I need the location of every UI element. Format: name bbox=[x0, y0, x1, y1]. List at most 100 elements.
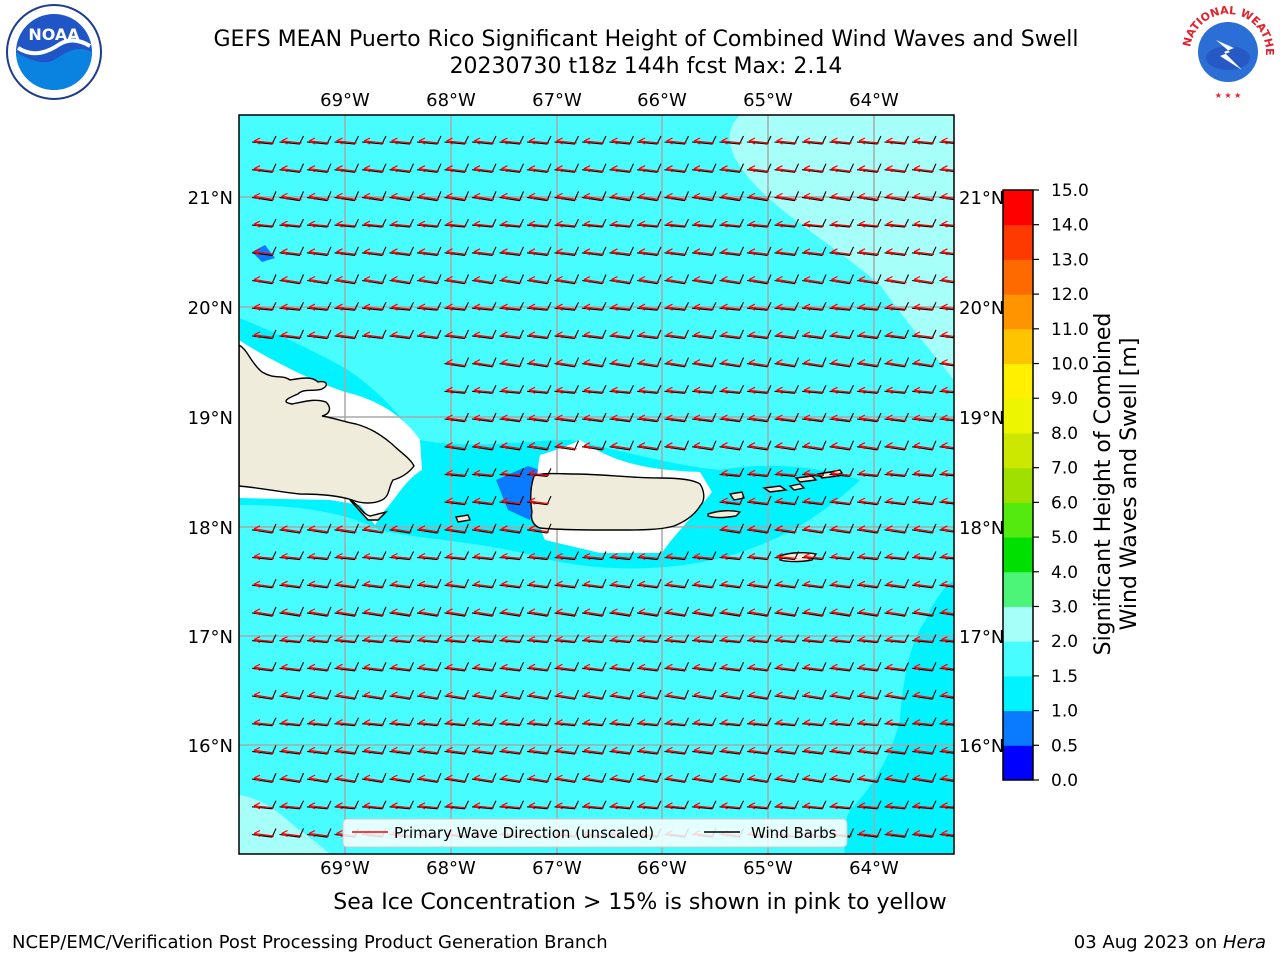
dr-southwest-peninsula bbox=[349, 499, 389, 521]
wave-direction-arrow bbox=[693, 663, 715, 671]
wave-direction-arrow bbox=[803, 580, 825, 588]
wave-direction-arrow bbox=[858, 414, 880, 422]
wave-direction-arrow bbox=[583, 137, 605, 145]
wave-direction-arrow bbox=[611, 691, 632, 699]
footer-date-text: 03 Aug 2023 on bbox=[1073, 932, 1223, 953]
wave-direction-arrow bbox=[281, 192, 302, 201]
wave-direction-arrow bbox=[831, 636, 852, 644]
wave-direction-arrow bbox=[638, 746, 660, 754]
wave-direction-arrow bbox=[336, 774, 357, 782]
wave-direction-arrow bbox=[886, 137, 907, 145]
wave-direction-arrow bbox=[776, 802, 797, 810]
wave-direction-arrow bbox=[336, 802, 357, 810]
wave-direction-arrow bbox=[391, 552, 412, 561]
wave-direction-arrow bbox=[418, 220, 440, 228]
wave-direction-arrow bbox=[666, 746, 687, 754]
wave-direction-arrow bbox=[556, 220, 577, 228]
wave-direction-arrow bbox=[831, 386, 852, 394]
wave-direction-arrow bbox=[721, 774, 742, 782]
wave-direction-arrow bbox=[831, 525, 852, 533]
wave-direction-arrow bbox=[336, 275, 357, 284]
wave-direction-arrow bbox=[693, 414, 715, 422]
wave-direction-arrow bbox=[363, 248, 385, 256]
colorbar-tick-label: 14.0 bbox=[1051, 216, 1089, 236]
wave-direction-arrow bbox=[501, 746, 522, 754]
wave-direction-arrow bbox=[638, 414, 660, 422]
wave-direction-arrow bbox=[583, 608, 605, 616]
wave-direction-arrow bbox=[748, 359, 770, 367]
wave-direction-arrow bbox=[391, 192, 412, 201]
colorbar-tick-label: 4.0 bbox=[1051, 563, 1078, 583]
wave-direction-arrow bbox=[776, 442, 797, 450]
wave-direction-arrow bbox=[391, 719, 412, 727]
wave-direction-arrow bbox=[666, 303, 687, 311]
wave-direction-arrow bbox=[858, 636, 880, 644]
colorbar-tick-label: 9.0 bbox=[1051, 389, 1078, 409]
wave-direction-arrow bbox=[941, 774, 954, 782]
colorbar-segment bbox=[1003, 745, 1033, 781]
wave-direction-arrow bbox=[391, 137, 412, 145]
wave-direction-arrow bbox=[583, 636, 605, 644]
wave-direction-arrow bbox=[473, 719, 495, 727]
wave-direction-arrow bbox=[858, 719, 880, 727]
wave-direction-arrow bbox=[611, 165, 632, 173]
wave-direction-arrow bbox=[941, 497, 954, 505]
wave-direction-arrow bbox=[942, 858, 962, 864]
wave-direction-arrow bbox=[611, 719, 632, 727]
wave-direction-arrow bbox=[941, 331, 954, 339]
wave-direction-arrow bbox=[446, 719, 467, 727]
colorbar-tick-label: 0.5 bbox=[1051, 736, 1078, 756]
wave-direction-arrow bbox=[803, 525, 825, 533]
wave-direction-arrow bbox=[803, 691, 825, 699]
wave-direction-arrow bbox=[858, 552, 880, 561]
wave-direction-arrow bbox=[831, 469, 852, 477]
wave-direction-arrow bbox=[831, 414, 852, 422]
wave-direction-arrow bbox=[886, 220, 907, 228]
wave-direction-arrow bbox=[914, 858, 934, 864]
wave-direction-arrow bbox=[392, 858, 412, 864]
wave-direction-arrow bbox=[913, 331, 935, 339]
wave-direction-arrow bbox=[611, 220, 632, 228]
wave-direction-arrow bbox=[363, 303, 385, 311]
colorbar-tick-label: 10.0 bbox=[1051, 355, 1089, 375]
wave-direction-arrow bbox=[913, 608, 935, 616]
wave-direction-arrow bbox=[803, 414, 825, 422]
wave-direction-arrow bbox=[583, 802, 605, 810]
wave-direction-arrow bbox=[446, 746, 467, 754]
wave-direction-arrow bbox=[446, 303, 467, 311]
wave-direction-arrow bbox=[776, 691, 797, 699]
wave-direction-arrow bbox=[446, 275, 467, 284]
wave-direction-arrow bbox=[473, 774, 495, 782]
wave-direction-arrow bbox=[831, 359, 852, 367]
wave-direction-arrow bbox=[281, 303, 302, 311]
wind-barb bbox=[500, 856, 524, 865]
wave-direction-arrow bbox=[693, 442, 715, 450]
wave-direction-arrow bbox=[831, 802, 852, 810]
lat-label: 19°N bbox=[188, 408, 233, 429]
wave-direction-arrow bbox=[858, 137, 880, 145]
wave-direction-arrow bbox=[308, 636, 330, 644]
wave-direction-arrow bbox=[721, 414, 742, 422]
colorbar-segment bbox=[1003, 224, 1033, 260]
wave-direction-arrow bbox=[913, 303, 935, 311]
wave-direction-arrow bbox=[831, 442, 852, 450]
wave-direction-arrow bbox=[473, 359, 495, 367]
wave-direction-arrow bbox=[446, 691, 467, 699]
colorbar-tick-label: 8.0 bbox=[1051, 424, 1078, 444]
wave-direction-arrow bbox=[858, 691, 880, 699]
wave-direction-arrow bbox=[556, 774, 577, 782]
wave-direction-arrow bbox=[446, 137, 467, 145]
lat-label: 19°N bbox=[959, 408, 1004, 429]
wave-direction-arrow bbox=[363, 192, 385, 201]
colorbar-segment bbox=[1003, 502, 1033, 538]
wave-direction-arrow bbox=[501, 414, 522, 422]
wave-direction-arrow bbox=[748, 525, 770, 533]
wave-direction-arrow bbox=[721, 303, 742, 311]
map-legend: Primary Wave Direction (unscaled) Wind B… bbox=[342, 818, 848, 848]
wave-direction-arrow bbox=[611, 303, 632, 311]
wave-direction-arrow bbox=[473, 414, 495, 422]
wave-direction-arrow bbox=[611, 608, 632, 616]
wave-direction-arrow bbox=[803, 469, 825, 477]
colorbar-label-line1: Significant Height of Combined bbox=[1091, 312, 1116, 656]
wave-direction-arrow bbox=[611, 386, 632, 394]
